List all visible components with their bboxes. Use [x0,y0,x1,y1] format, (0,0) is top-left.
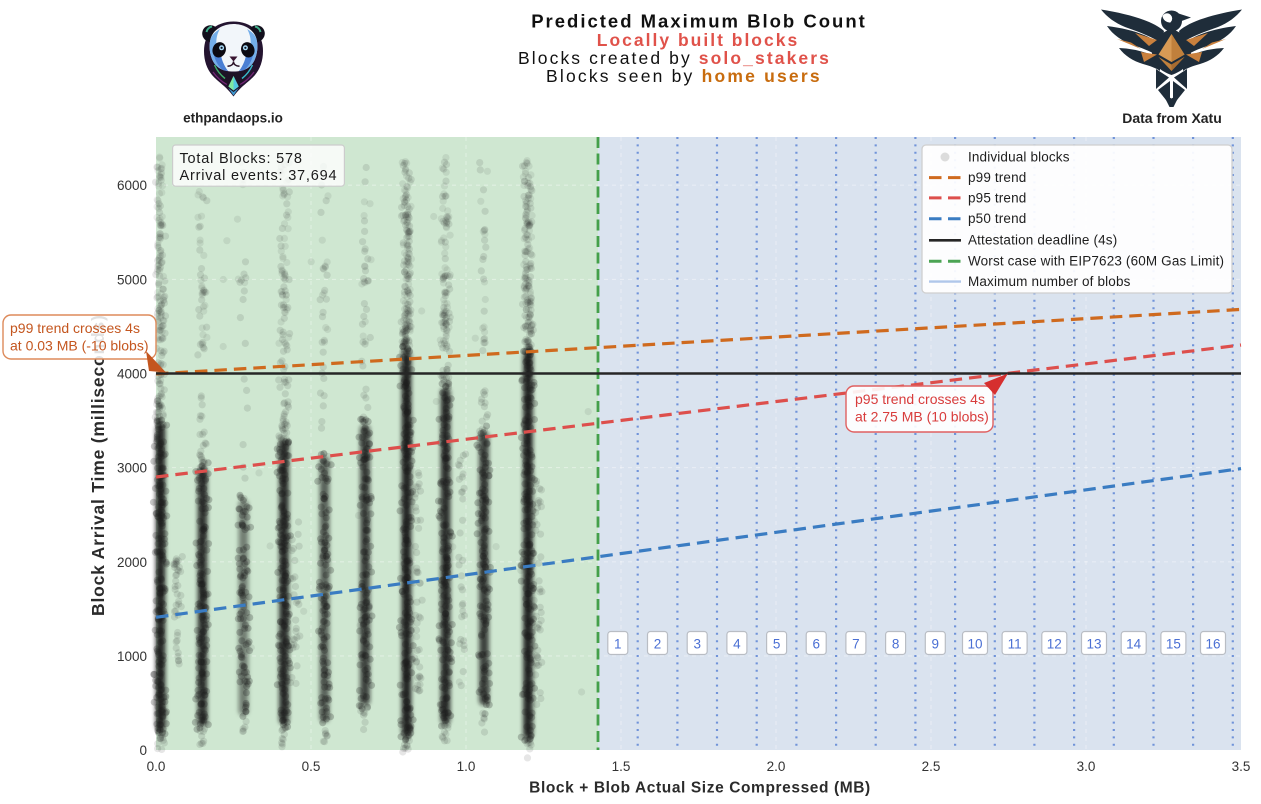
svg-text:0.0: 0.0 [147,759,166,774]
svg-text:at 0.03 MB (-10 blobs): at 0.03 MB (-10 blobs) [10,338,149,354]
svg-text:2000: 2000 [117,555,147,570]
svg-text:4: 4 [733,637,741,652]
svg-text:16: 16 [1205,637,1220,652]
svg-text:15: 15 [1166,637,1181,652]
svg-text:7: 7 [852,637,860,652]
svg-text:2.5: 2.5 [922,759,941,774]
svg-text:3: 3 [693,637,701,652]
svg-text:14: 14 [1126,637,1142,652]
svg-text:Block Arrival Time (millisecon: Block Arrival Time (milliseconds) [88,314,108,616]
svg-text:Arrival events: 37,694: Arrival events: 37,694 [180,168,338,184]
svg-text:3.5: 3.5 [1232,759,1251,774]
svg-text:5: 5 [773,637,781,652]
svg-text:Blocks seen by home users: Blocks seen by home users [546,66,822,86]
svg-text:Total Blocks: 578: Total Blocks: 578 [180,151,303,167]
svg-text:2.0: 2.0 [767,759,786,774]
svg-text:12: 12 [1047,637,1062,652]
svg-text:Attestation deadline (4s): Attestation deadline (4s) [968,233,1117,248]
svg-text:p95 trend crosses 4s: p95 trend crosses 4s [855,391,985,407]
svg-text:Block + Blob Actual Size Compr: Block + Blob Actual Size Compressed (MB) [529,780,871,797]
svg-text:at 2.75 MB (10 blobs): at 2.75 MB (10 blobs) [855,409,989,425]
svg-text:Predicted Maximum Blob Count: Predicted Maximum Blob Count [531,11,867,32]
svg-text:6: 6 [812,637,820,652]
svg-text:1.5: 1.5 [612,759,631,774]
svg-text:13: 13 [1086,637,1101,652]
svg-text:1: 1 [614,637,622,652]
svg-text:3000: 3000 [117,461,147,476]
svg-text:11: 11 [1008,637,1022,652]
svg-text:6000: 6000 [117,178,147,193]
svg-text:Blocks created by solo_stakers: Blocks created by solo_stakers [518,48,831,68]
svg-text:0: 0 [139,743,147,758]
svg-text:Data from Xatu: Data from Xatu [1122,110,1222,126]
svg-text:p99 trend crosses 4s: p99 trend crosses 4s [10,320,140,336]
svg-text:p99 trend: p99 trend [968,170,1026,185]
svg-text:4000: 4000 [117,367,147,382]
svg-text:Maximum number of blobs: Maximum number of blobs [968,274,1131,289]
svg-text:ethpandaops.io: ethpandaops.io [183,111,283,126]
svg-text:1000: 1000 [117,649,147,664]
svg-text:10: 10 [967,637,982,652]
svg-text:3.0: 3.0 [1077,759,1096,774]
svg-text:9: 9 [932,637,940,652]
svg-text:p95 trend: p95 trend [968,190,1026,205]
svg-text:8: 8 [892,637,900,652]
svg-text:0.5: 0.5 [302,759,321,774]
svg-text:2: 2 [654,637,662,652]
svg-text:Individual blocks: Individual blocks [968,150,1070,165]
svg-text:1.0: 1.0 [457,759,476,774]
svg-text:Locally built blocks: Locally built blocks [597,30,799,50]
svg-text:p50 trend: p50 trend [968,211,1026,226]
svg-text:Worst case with EIP7623 (60M G: Worst case with EIP7623 (60M Gas Limit) [968,254,1224,269]
svg-text:5000: 5000 [117,272,147,287]
